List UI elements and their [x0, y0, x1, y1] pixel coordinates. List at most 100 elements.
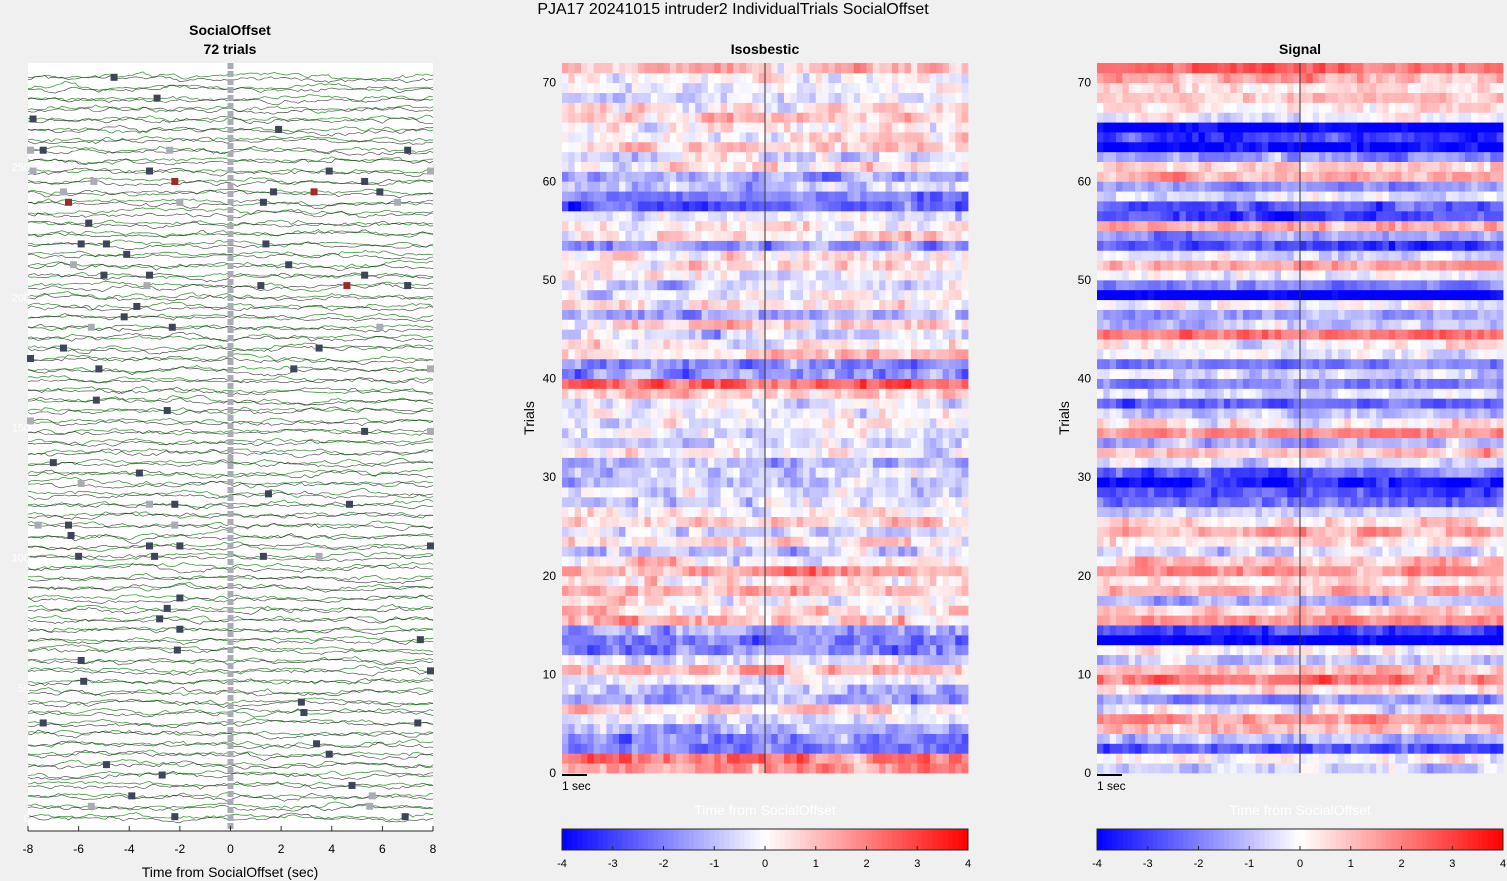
heat-cell — [575, 310, 582, 320]
heat-cell — [835, 467, 842, 477]
heat-cell — [835, 586, 842, 596]
heat-cell — [695, 310, 702, 320]
heat-cell — [835, 734, 842, 744]
heat-cell — [955, 73, 962, 83]
heat-cell — [905, 300, 912, 310]
heat-cell — [765, 73, 772, 83]
heat-cell — [809, 152, 816, 162]
heat-cell — [587, 684, 594, 694]
heat-cell — [695, 398, 702, 408]
heat-cell — [873, 674, 880, 684]
heat-cell — [695, 270, 702, 280]
heat-cell — [879, 467, 886, 477]
heat-cell — [689, 448, 696, 458]
heat-cell — [689, 743, 696, 753]
heat-cell — [949, 369, 956, 379]
heat-cell — [594, 487, 601, 497]
heat-cell — [676, 398, 683, 408]
heat-cell — [632, 556, 639, 566]
heat-cell — [562, 152, 569, 162]
heat-cell — [847, 349, 854, 359]
heat-cell — [955, 349, 962, 359]
event-marker-81 — [300, 709, 307, 716]
heat-cell — [606, 211, 613, 221]
heat-cell — [828, 300, 835, 310]
heat-cell — [695, 63, 702, 73]
heat-cell — [784, 241, 791, 251]
heat-cell — [955, 743, 962, 753]
heat-cell — [905, 438, 912, 448]
heat-cell — [575, 694, 582, 704]
heat-cell — [778, 260, 785, 270]
heat-cell — [651, 300, 658, 310]
heat-cell — [936, 260, 943, 270]
heat-cell — [733, 645, 740, 655]
heat-cell — [917, 596, 924, 606]
heat-cell — [873, 221, 880, 231]
heat-cell — [867, 122, 874, 132]
heat-cell — [632, 280, 639, 290]
heat-cell — [892, 231, 899, 241]
heat-cell — [587, 428, 594, 438]
heat-cell — [708, 388, 715, 398]
heat-cell — [695, 684, 702, 694]
heat-cell — [752, 596, 759, 606]
heat-cell — [600, 596, 607, 606]
heat-cell — [854, 714, 861, 724]
heat-cell — [695, 152, 702, 162]
heat-cell — [924, 241, 931, 251]
heat-cell — [708, 674, 715, 684]
heat-cell — [898, 477, 905, 487]
heat-cell — [606, 339, 613, 349]
heat-cell — [689, 201, 696, 211]
heat-cell — [898, 171, 905, 181]
heat-cell — [930, 497, 937, 507]
heat-cell — [651, 526, 658, 536]
heat-cell — [581, 63, 588, 73]
heat-cell — [759, 83, 766, 93]
x-tick-label: 0 — [227, 842, 234, 856]
heat-cell — [568, 83, 575, 93]
heat-cell — [860, 694, 867, 704]
heat-cell — [625, 753, 632, 763]
heat-cell — [924, 536, 931, 546]
heat-cell — [828, 457, 835, 467]
heat-cell — [733, 93, 740, 103]
heat-cell — [619, 152, 626, 162]
heat-cell — [752, 714, 759, 724]
heat-cell — [873, 428, 880, 438]
heat-cell — [873, 388, 880, 398]
heat-cell — [619, 546, 626, 556]
event-marker-17 — [311, 188, 318, 195]
heat-cell — [702, 270, 709, 280]
colorbar-cell — [801, 829, 806, 850]
heat-cell — [676, 665, 683, 675]
heat-cell — [809, 546, 816, 556]
heat-cell — [581, 556, 588, 566]
heat-cell — [727, 122, 734, 132]
heat-cell — [962, 566, 969, 576]
event-marker-45 — [95, 365, 102, 372]
heat-cell — [924, 181, 931, 191]
heat-cell — [759, 280, 766, 290]
heat-cell — [581, 83, 588, 93]
heat-cell — [790, 142, 797, 152]
heat-cell — [600, 112, 607, 122]
heat-cell — [898, 201, 905, 211]
heat-cell — [860, 270, 867, 280]
heat-cell — [644, 763, 651, 773]
heat-cell — [816, 694, 823, 704]
heat-cell — [625, 171, 632, 181]
heat-cell — [790, 457, 797, 467]
heat-cell — [765, 152, 772, 162]
heat-cell — [657, 319, 664, 329]
heat-cell — [759, 122, 766, 132]
heat-cell — [619, 457, 626, 467]
heat-cell — [727, 171, 734, 181]
heat-cell — [822, 329, 829, 339]
heat-cell — [708, 536, 715, 546]
y-tick-label: 200 — [12, 292, 30, 304]
heat-cell — [587, 280, 594, 290]
heat-cell — [797, 694, 804, 704]
heat-cell — [886, 280, 893, 290]
